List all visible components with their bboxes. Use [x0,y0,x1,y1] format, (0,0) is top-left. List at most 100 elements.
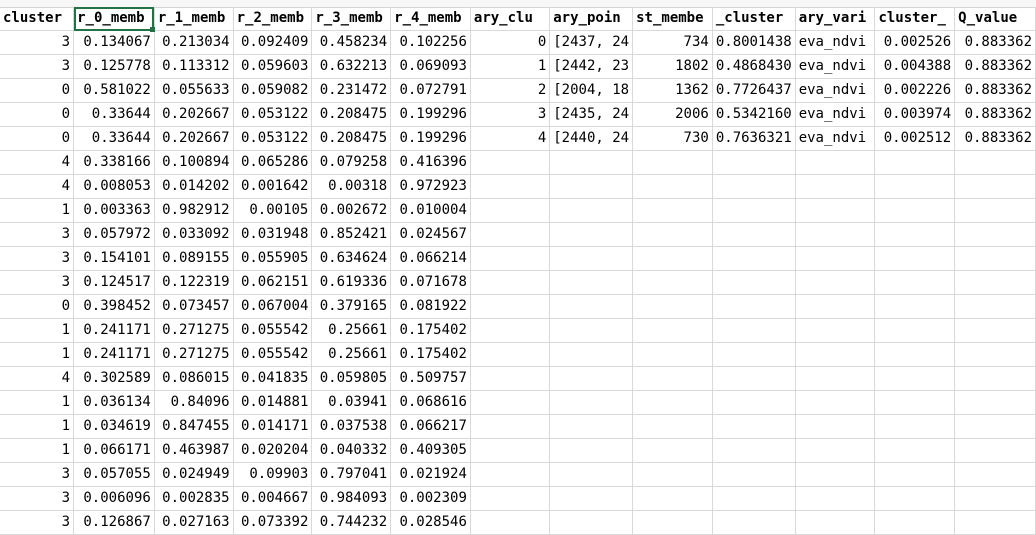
grid-cell[interactable]: 0.33644 [73,102,155,127]
grid-cell[interactable] [954,486,1036,511]
grid-cell[interactable] [874,222,956,247]
grid-cell[interactable]: 0.122319 [154,270,234,295]
grid-cell[interactable]: 0.632213 [311,54,392,79]
grid-cell[interactable]: 0 [0,102,75,127]
grid-cell[interactable]: 1 [0,414,75,439]
grid-cell[interactable]: 0.014171 [233,414,313,439]
grid-cell[interactable]: [2437, 24 [549,30,634,55]
grid-cell[interactable]: 0.84096 [154,390,234,415]
grid-cell[interactable]: 2006 [632,102,713,127]
grid-cell[interactable]: 0.619336 [311,270,392,295]
grid-cell[interactable] [874,318,956,343]
header-cell[interactable]: r_1_memb [154,7,234,31]
grid-cell[interactable]: 0.020204 [233,438,313,463]
grid-cell[interactable]: 0.073457 [154,294,234,319]
grid-cell[interactable] [712,342,796,367]
grid-cell[interactable] [632,414,713,439]
grid-cell[interactable] [954,222,1036,247]
grid-cell[interactable]: 0.883362 [954,54,1036,79]
grid-cell[interactable]: 0.241171 [73,318,155,343]
grid-cell[interactable] [712,150,796,175]
grid-cell[interactable] [954,366,1036,391]
grid-cell[interactable]: 1 [470,54,551,79]
grid-cell[interactable]: eva_ndvi [795,126,876,151]
grid-cell[interactable] [795,270,876,295]
grid-cell[interactable]: 0.072791 [390,78,471,103]
grid-cell[interactable]: [2442, 23 [549,54,634,79]
grid-cell[interactable]: 0.03941 [311,390,392,415]
grid-cell[interactable]: 0.021924 [390,462,471,487]
grid-cell[interactable]: 0.092409 [233,30,313,55]
grid-cell[interactable]: 0.002835 [154,486,234,511]
grid-cell[interactable]: 0.067004 [233,294,313,319]
grid-cell[interactable]: 730 [632,126,713,151]
grid-cell[interactable]: 0.113312 [154,54,234,79]
grid-cell[interactable]: 0.984093 [311,486,392,511]
header-cell[interactable]: st_membe [632,7,713,31]
grid-cell[interactable]: 0.302589 [73,366,155,391]
grid-cell[interactable] [954,414,1036,439]
grid-cell[interactable] [795,486,876,511]
grid-cell[interactable] [712,198,796,223]
header-cell[interactable]: _cluster [712,7,796,31]
grid-cell[interactable]: 0.883362 [954,78,1036,103]
grid-cell[interactable]: eva_ndvi [795,78,876,103]
grid-cell[interactable]: 4 [0,174,75,199]
grid-cell[interactable]: 4 [0,150,75,175]
grid-cell[interactable]: 0 [0,78,75,103]
grid-cell[interactable]: 0.014202 [154,174,234,199]
grid-cell[interactable] [632,150,713,175]
grid-cell[interactable] [795,438,876,463]
grid-cell[interactable] [470,222,551,247]
grid-cell[interactable] [549,342,634,367]
grid-cell[interactable]: 0.199296 [390,126,471,151]
grid-cell[interactable]: 0.458234 [311,30,392,55]
grid-cell[interactable]: 0.33644 [73,126,155,151]
grid-cell[interactable]: eva_ndvi [795,102,876,127]
grid-cell[interactable] [954,318,1036,343]
grid-cell[interactable] [470,246,551,271]
grid-cell[interactable]: 0.271275 [154,342,234,367]
grid-cell[interactable]: 1802 [632,54,713,79]
grid-cell[interactable] [795,318,876,343]
grid-cell[interactable]: 0.003363 [73,198,155,223]
fill-handle[interactable] [150,26,156,32]
grid-cell[interactable]: 0.071678 [390,270,471,295]
grid-cell[interactable]: 0.202667 [154,102,234,127]
grid-cell[interactable] [795,414,876,439]
grid-cell[interactable]: 3 [0,462,75,487]
grid-cell[interactable]: 0.006096 [73,486,155,511]
grid-cell[interactable]: 0.065286 [233,150,313,175]
grid-cell[interactable] [874,486,956,511]
grid-cell[interactable]: 0.124517 [73,270,155,295]
grid-cell[interactable]: 0.002672 [311,198,392,223]
grid-cell[interactable]: 0.066217 [390,414,471,439]
grid-cell[interactable] [874,438,956,463]
grid-cell[interactable] [874,462,956,487]
grid-cell[interactable] [549,414,634,439]
header-cell[interactable]: ary_poin [549,7,634,31]
grid-cell[interactable]: 4 [0,366,75,391]
grid-cell[interactable]: 0.069093 [390,54,471,79]
grid-cell[interactable] [470,438,551,463]
grid-cell[interactable] [874,270,956,295]
grid-cell[interactable] [470,294,551,319]
grid-cell[interactable]: 0.25661 [311,342,392,367]
grid-cell[interactable]: 0.062151 [233,270,313,295]
grid-cell[interactable]: 0.4868430 [712,54,796,79]
grid-cell[interactable]: 0.041835 [233,366,313,391]
spreadsheet-grid[interactable]: cluster r_0_memb r_1_memb r_2_memb r_3_memb r… [0,7,1036,535]
grid-cell[interactable] [795,342,876,367]
grid-cell[interactable]: 0.463987 [154,438,234,463]
header-cell[interactable]: ary_vari [795,7,876,31]
grid-cell[interactable]: 0.00318 [311,174,392,199]
grid-cell[interactable]: 0.102256 [390,30,471,55]
grid-cell[interactable]: 0.024567 [390,222,471,247]
grid-cell[interactable]: 0.055542 [233,342,313,367]
grid-cell[interactable] [470,366,551,391]
grid-cell[interactable] [712,366,796,391]
grid-cell[interactable]: 0.883362 [954,102,1036,127]
grid-cell[interactable]: 0.634624 [311,246,392,271]
grid-cell[interactable] [712,246,796,271]
grid-cell[interactable]: 0.7726437 [712,78,796,103]
